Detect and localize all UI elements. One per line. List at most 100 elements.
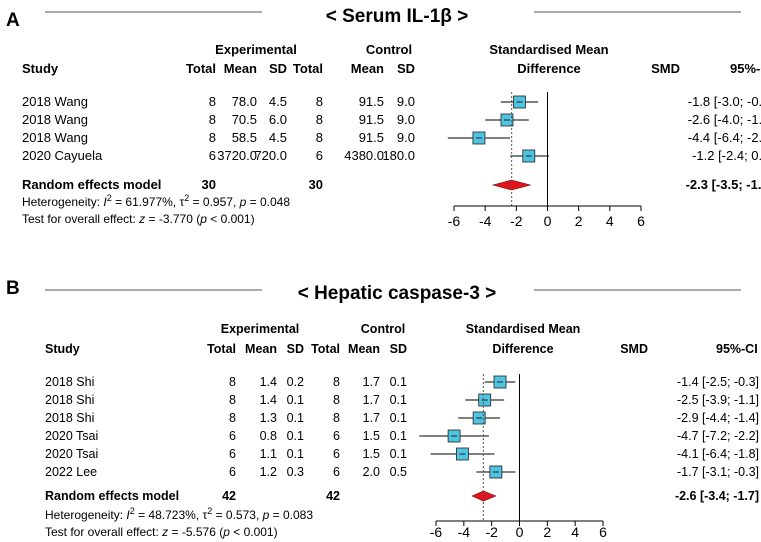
ov-z: z bbox=[161, 525, 168, 539]
c-mean: 1.5 bbox=[363, 429, 380, 443]
e-mean: 78.0 bbox=[232, 94, 257, 109]
x-tick-label: 2 bbox=[543, 524, 551, 540]
het-tau2-value: = 0.573, bbox=[212, 508, 262, 522]
header-c-total: Total bbox=[293, 61, 323, 76]
het-tau-sup: 2 bbox=[184, 193, 189, 203]
x-tick-label: -4 bbox=[458, 524, 471, 540]
smd-ci-value: -2.5 [-3.9; -1.1] bbox=[677, 393, 759, 407]
het-i2-value: = 61.977%, bbox=[112, 195, 180, 209]
header-control: Control bbox=[366, 42, 412, 57]
c-total: 8 bbox=[316, 94, 323, 109]
panel-label: A bbox=[6, 10, 20, 31]
forest-panel-b: B < Hepatic caspase-3 > Experimental Contro… bbox=[6, 278, 759, 540]
header-ci: 95%-CI bbox=[730, 61, 761, 76]
header-control: Control bbox=[361, 322, 405, 336]
c-sd: 0.1 bbox=[390, 411, 407, 425]
header-e-total: Total bbox=[186, 61, 216, 76]
pooled-c-total: 42 bbox=[326, 489, 340, 503]
e-total: 6 bbox=[209, 148, 216, 163]
pooled-label: Random effects model bbox=[22, 177, 161, 192]
header-e-total: Total bbox=[207, 342, 236, 356]
smd-ci-value: -1.7 [-3.1; -0.3] bbox=[677, 465, 759, 479]
study-name: 2022 Lee bbox=[45, 465, 97, 479]
c-mean: 4380.0 bbox=[344, 148, 384, 163]
heterogeneity-text: Heterogeneity: I2 = 48.723%, τ2 = 0.573,… bbox=[45, 506, 313, 522]
c-sd: 0.1 bbox=[390, 429, 407, 443]
c-sd: 9.0 bbox=[397, 112, 415, 127]
header-experimental: Experimental bbox=[215, 42, 297, 57]
study-row: 2020 Tsai 6 1.1 0.1 6 1.5 0.1 -4.1 [-6.4; -1.8] bbox=[45, 447, 759, 461]
e-total: 8 bbox=[209, 112, 216, 127]
x-tick-label: -2 bbox=[485, 524, 498, 540]
c-mean: 91.5 bbox=[359, 130, 384, 145]
x-tick-label: 6 bbox=[599, 524, 607, 540]
c-sd: 180.0 bbox=[382, 148, 415, 163]
x-tick-label: -6 bbox=[430, 524, 443, 540]
overall-effect-text: Test for overall effect: z = -3.770 (p <… bbox=[22, 212, 255, 226]
pooled-e-total: 30 bbox=[202, 177, 216, 192]
ov-z-value: = -5.576 ( bbox=[168, 525, 223, 539]
e-mean: 70.5 bbox=[232, 112, 257, 127]
e-sd: 6.0 bbox=[269, 112, 287, 127]
smd-ci-value: -4.4 [-6.4; -2.4] bbox=[688, 130, 761, 145]
header-study: Study bbox=[45, 342, 80, 356]
het-tau-sup: 2 bbox=[207, 506, 212, 516]
het-i-sup: 2 bbox=[130, 506, 135, 516]
ov-p: p bbox=[199, 212, 207, 226]
ov-prefix: Test for overall effect: bbox=[22, 212, 139, 226]
het-i-sup: 2 bbox=[107, 193, 112, 203]
study-name: 2020 Tsai bbox=[45, 429, 98, 443]
study-name: 2018 Wang bbox=[22, 130, 88, 145]
header-smd: SMD bbox=[620, 342, 648, 356]
x-tick-label: 2 bbox=[575, 213, 583, 229]
header-e-mean: Mean bbox=[245, 342, 277, 356]
study-name: 2018 Shi bbox=[45, 375, 94, 389]
pooled-smd-ci-value: -2.6 [-3.4; -1.7] bbox=[675, 489, 759, 503]
x-tick-label: 6 bbox=[637, 213, 645, 229]
e-total: 6 bbox=[229, 429, 236, 443]
het-prefix: Heterogeneity: bbox=[45, 508, 126, 522]
study-row: 2018 Shi 8 1.3 0.1 8 1.7 0.1 -2.9 [-4.4; -1.4] bbox=[45, 411, 759, 425]
study-name: 2020 Cayuela bbox=[22, 148, 103, 163]
pooled-diamond bbox=[471, 490, 497, 502]
study-row: 2018 Shi 8 1.4 0.2 8 1.7 0.1 -1.4 [-2.5; -0.3] bbox=[45, 375, 759, 389]
header-e-sd: SD bbox=[269, 61, 287, 76]
header-c-mean: Mean bbox=[351, 61, 384, 76]
header-c-total: Total bbox=[311, 342, 340, 356]
het-i: I bbox=[126, 508, 130, 522]
het-p: p bbox=[239, 195, 247, 209]
header-smd: SMD bbox=[651, 61, 680, 76]
study-name: 2020 Tsai bbox=[45, 447, 98, 461]
c-mean: 91.5 bbox=[359, 94, 384, 109]
c-sd: 9.0 bbox=[397, 94, 415, 109]
e-total: 6 bbox=[229, 447, 236, 461]
study-row: 2018 Wang 8 58.5 4.5 8 91.5 9.0 -4.4 [-6.4; -2.… bbox=[22, 130, 761, 145]
c-total: 8 bbox=[333, 393, 340, 407]
e-mean: 3720.0 bbox=[217, 148, 257, 163]
overall-effect-text: Test for overall effect: z = -5.576 (p <… bbox=[45, 525, 278, 539]
e-mean: 0.8 bbox=[260, 429, 277, 443]
panel-title: < Serum IL-1β > bbox=[326, 6, 469, 27]
smd-ci-value: -1.8 [-3.0; -0.6] bbox=[688, 94, 761, 109]
ov-z-value: = -3.770 ( bbox=[145, 212, 200, 226]
header-c-sd: SD bbox=[390, 342, 407, 356]
header-difference: Difference bbox=[492, 342, 553, 356]
het-tau: τ bbox=[179, 195, 184, 209]
e-total: 8 bbox=[229, 375, 236, 389]
header-ci: 95%-CI bbox=[716, 342, 758, 356]
e-sd: 0.2 bbox=[287, 375, 304, 389]
het-tau2-value: = 0.957, bbox=[189, 195, 239, 209]
e-mean: 1.4 bbox=[260, 375, 277, 389]
x-tick-label: -2 bbox=[510, 213, 523, 229]
e-sd: 0.1 bbox=[287, 411, 304, 425]
ov-p-value: < 0.001) bbox=[230, 525, 278, 539]
study-row: 2018 Wang 8 70.5 6.0 8 91.5 9.0 -2.6 [-4.0; -1.… bbox=[22, 112, 761, 127]
c-sd: 0.1 bbox=[390, 447, 407, 461]
header-e-mean: Mean bbox=[224, 61, 257, 76]
e-sd: 4.5 bbox=[269, 94, 287, 109]
study-name: 2018 Shi bbox=[45, 393, 94, 407]
c-total: 8 bbox=[316, 130, 323, 145]
c-total: 8 bbox=[333, 375, 340, 389]
c-mean: 1.7 bbox=[363, 393, 380, 407]
